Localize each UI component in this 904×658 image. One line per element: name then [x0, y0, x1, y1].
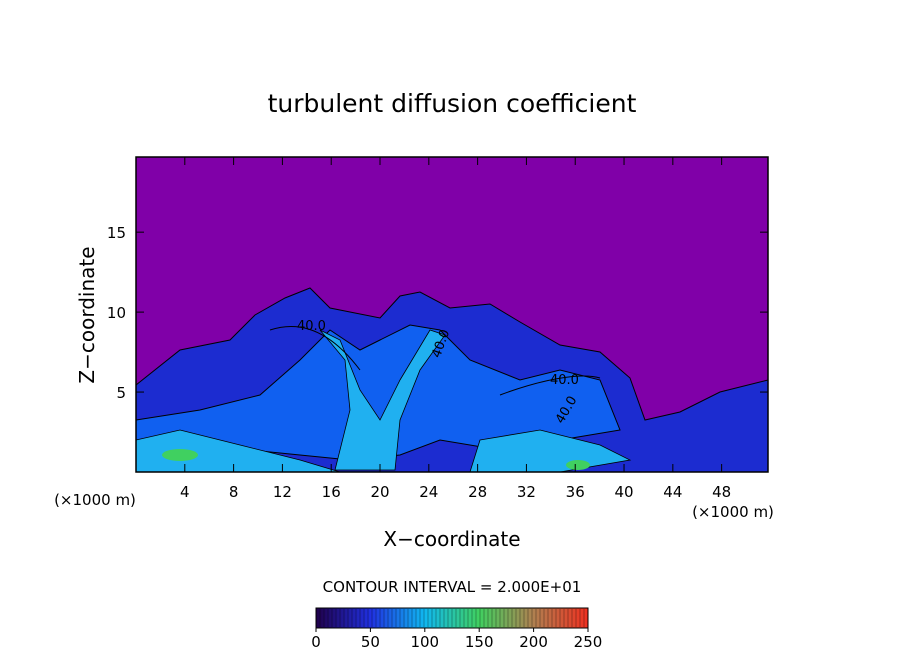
y-tick-label: 15: [107, 224, 126, 242]
x-tick-label: 20: [370, 483, 389, 501]
x-tick-label: 40: [614, 483, 633, 501]
field: [136, 157, 768, 472]
field-region: [469, 429, 632, 472]
x-tick-label: 44: [663, 483, 682, 501]
x-tick-label: 36: [566, 483, 585, 501]
y-tick-label: 5: [116, 384, 126, 402]
contour-line: [499, 375, 601, 396]
plot-frame: [135, 156, 769, 473]
x-tick-label: 12: [273, 483, 292, 501]
field-region: [566, 460, 590, 470]
colorbar-tick-label: 250: [574, 633, 603, 651]
contour-line: [269, 325, 361, 371]
x-tick-label: 16: [322, 483, 341, 501]
x-tick-label: 32: [517, 483, 536, 501]
colorbar-tick-label: 0: [311, 633, 321, 651]
contour-label: 40.0: [550, 373, 579, 388]
x-tick-label: 4: [180, 483, 190, 501]
colorbar-tick-label: 100: [410, 633, 439, 651]
axis-unit: (×1000 m): [54, 491, 136, 509]
colorbar-tick-label: 150: [465, 633, 494, 651]
x-tick-label: 48: [712, 483, 731, 501]
y-tick-label: 10: [107, 304, 126, 322]
field-region: [136, 429, 341, 472]
field-region: [319, 329, 446, 471]
x-axis-label: X−coordinate: [383, 527, 520, 551]
axis-unit: (×1000 m): [692, 503, 774, 521]
chart-title: turbulent diffusion coefficient: [268, 89, 637, 118]
x-tick-label: 8: [229, 483, 239, 501]
x-tick-label: 24: [419, 483, 438, 501]
field-region: [162, 449, 198, 461]
x-tick-label: 28: [468, 483, 487, 501]
colorbar-tick-label: 50: [361, 633, 380, 651]
contour-interval: CONTOUR INTERVAL = 2.000E+01: [323, 578, 582, 596]
contour-label: 40.0: [297, 319, 326, 334]
y-axis-label: Z−coordinate: [75, 246, 99, 383]
colorbar-tick-label: 200: [519, 633, 548, 651]
